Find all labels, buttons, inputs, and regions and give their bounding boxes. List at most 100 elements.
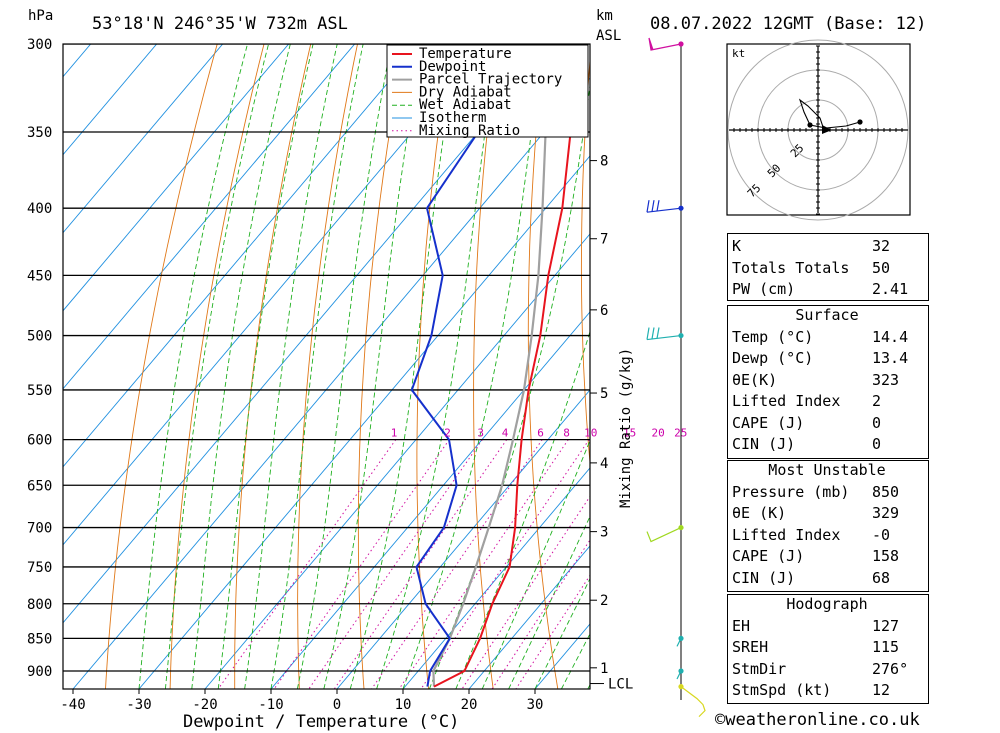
- pressure-tick-label: 600: [27, 433, 52, 449]
- isotherm-line: [270, 311, 590, 689]
- km-tick-label: 2: [600, 593, 608, 609]
- mixing-ratio-line: [371, 439, 543, 689]
- isotherm-line: [336, 389, 590, 689]
- indices-value: -0: [872, 525, 891, 544]
- pressure-tick-label: 700: [27, 521, 52, 537]
- dry-adiabat-line: [169, 44, 265, 689]
- indices-value: 0: [872, 413, 882, 432]
- wet-adiabat-line: [534, 577, 590, 689]
- wind-barb-staff: [646, 334, 682, 341]
- wet-adiabat-line: [349, 44, 458, 689]
- km-tick-label: 6: [600, 303, 608, 319]
- wind-barb-feather: [651, 200, 655, 212]
- legend-label: Dewpoint: [419, 59, 486, 75]
- indices-row: θE(K) 323: [728, 370, 926, 392]
- indices-row: PW (cm) 2.41: [728, 279, 926, 301]
- wind-barb-staff: [646, 527, 682, 543]
- indices-box-most-unstable: [727, 460, 929, 592]
- parcel-trajectory-line: [432, 44, 551, 687]
- dry-adiabat-line: [357, 44, 405, 689]
- hodograph-trace: [798, 98, 861, 131]
- indices-row: StmDir 276°: [728, 659, 926, 681]
- indices-value: 2: [872, 392, 882, 410]
- indices-value: 50: [872, 258, 891, 277]
- isotherm-line: [468, 545, 590, 689]
- indices-section-title: Surface: [728, 305, 926, 327]
- indices-section-title-text: Hodograph: [786, 595, 868, 613]
- indices-section-title: Hodograph: [728, 594, 926, 616]
- mixing-ratio-label: 15: [623, 427, 636, 440]
- temp-tick-label: 10: [395, 697, 412, 713]
- wind-barb: [648, 37, 684, 51]
- indices-row: CAPE (J) 0: [728, 413, 926, 435]
- mixing-ratio-label: 4: [502, 427, 509, 440]
- indices-table-top: K 32 Totals Totals 50 PW (cm) 2.41: [728, 236, 926, 301]
- temp-tick-label: -40: [60, 697, 85, 713]
- mixing-ratio-label: 3: [477, 427, 484, 440]
- wind-barb: [678, 684, 706, 718]
- pressure-tick-label: 650: [27, 478, 52, 494]
- wind-barb-staff: [676, 638, 682, 647]
- indices-row: θE (K) 329: [728, 503, 926, 525]
- wind-barb-staff: [648, 37, 682, 51]
- indices-row: StmSpd (kt) 12: [728, 680, 926, 702]
- copyright-text: ©weatheronline.co.uk: [715, 710, 920, 730]
- indices-section-title-text: Surface: [795, 306, 859, 324]
- dry-adiabat-line: [633, 0, 687, 689]
- km-tick-label: 7: [600, 232, 608, 248]
- indices-label: StmSpd (kt): [732, 681, 832, 699]
- indices-row: EH 127: [728, 616, 926, 638]
- mixing-ratio-label: 6: [537, 427, 544, 440]
- indices-row: Lifted Index -0: [728, 525, 926, 547]
- indices-box-top: [727, 233, 929, 301]
- indices-label: Totals Totals: [732, 258, 850, 277]
- pressure-tick-label: 500: [27, 329, 52, 345]
- indices-label: Lifted Index: [732, 392, 841, 410]
- indices-label: SREH: [732, 638, 769, 656]
- wet-adiabat-line: [138, 44, 248, 689]
- isotherm-line: [204, 233, 590, 689]
- indices-label: CIN (J): [732, 435, 796, 453]
- wind-barb-feather: [646, 327, 650, 340]
- wet-adiabat-line: [455, 330, 590, 689]
- indices-row: K 32: [728, 236, 926, 258]
- indices-row: CIN (J) 68: [728, 568, 926, 590]
- dry-adiabat-line: [580, 55, 590, 468]
- indices-section-title-text: Most Unstable: [768, 461, 886, 479]
- isotherm-line: [63, 44, 290, 312]
- wet-adiabat-line: [428, 82, 590, 689]
- temp-tick-label: 20: [461, 697, 478, 713]
- mixing-ratio-label: 1: [391, 427, 398, 440]
- indices-value: 14.4: [872, 327, 909, 346]
- mixing-ratio-line: [515, 574, 590, 689]
- indices-label: CAPE (J): [732, 547, 805, 565]
- indices-label: StmDir: [732, 659, 787, 678]
- indices-table-most-unstable: Most Unstable Pressure (mb) 850 θE (K) 329 Li…: [728, 460, 926, 589]
- indices-row: SREH 115: [728, 637, 926, 659]
- pressure-tick-label: 550: [27, 383, 52, 399]
- hodograph-point: [857, 119, 863, 125]
- isotherm-line: [63, 44, 224, 234]
- dry-adiabat-line: [416, 44, 452, 689]
- legend-label: Mixing Ratio: [419, 123, 520, 139]
- indices-value: 0: [872, 435, 882, 453]
- wind-barb-staff: [680, 686, 706, 718]
- wet-adiabat-line: [481, 439, 590, 689]
- unit-asl: ASL: [596, 28, 621, 44]
- indices-row: CIN (J) 0: [728, 434, 926, 456]
- km-tick-label: 8: [600, 154, 608, 170]
- dry-adiabat-line: [473, 44, 499, 689]
- wet-adiabat-line: [296, 44, 392, 689]
- indices-value: 158: [872, 547, 900, 565]
- legend-label: Parcel Trajectory: [419, 72, 562, 88]
- temp-tick-label: -20: [192, 697, 217, 713]
- pressure-tick-label: 850: [27, 631, 52, 647]
- wet-adiabat-line: [402, 44, 544, 689]
- indices-label: Dewp (°C): [732, 349, 814, 367]
- indices-row: CAPE (J) 158: [728, 546, 926, 568]
- mixing-ratio-line: [273, 439, 450, 689]
- temp-tick-label: -10: [258, 697, 283, 713]
- wet-adiabat-line: [508, 515, 590, 689]
- mixing-ratio-label: 10: [584, 427, 597, 440]
- dry-adiabat-line: [105, 44, 218, 689]
